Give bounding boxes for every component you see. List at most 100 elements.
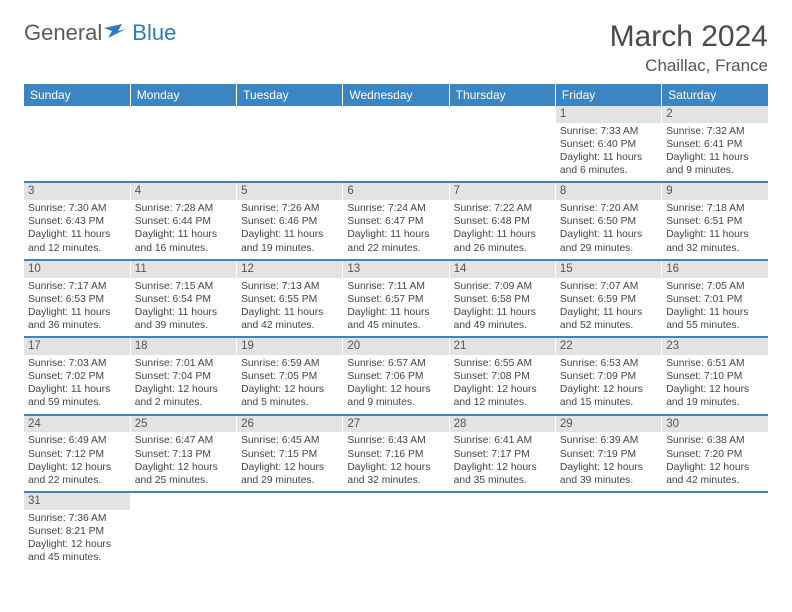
day-number: 29: [556, 416, 661, 433]
day-info: Sunrise: 7:03 AMSunset: 7:02 PMDaylight:…: [28, 357, 126, 410]
calendar-cell: 31Sunrise: 7:36 AMSunset: 8:21 PMDayligh…: [24, 492, 130, 568]
day-number: 22: [556, 338, 661, 355]
calendar-cell: [343, 492, 449, 568]
calendar-cell: 30Sunrise: 6:38 AMSunset: 7:20 PMDayligh…: [662, 415, 768, 492]
day-info: Sunrise: 7:11 AMSunset: 6:57 PMDaylight:…: [347, 280, 444, 333]
month-title: March 2024: [610, 20, 768, 54]
day-number: 9: [662, 183, 768, 200]
calendar-cell: 23Sunrise: 6:51 AMSunset: 7:10 PMDayligh…: [662, 337, 768, 414]
calendar-row: 24Sunrise: 6:49 AMSunset: 7:12 PMDayligh…: [24, 415, 768, 492]
calendar-cell: 13 Sunrise: 7:11 AMSunset: 6:57 PMDayligh…: [343, 260, 449, 337]
weekday-header: Saturday: [662, 84, 768, 106]
day-number: 1: [556, 106, 661, 123]
day-info: Sunrise: 7:01 AMSunset: 7:04 PMDaylight:…: [135, 357, 232, 410]
calendar-cell: 15 Sunrise: 7:07 AMSunset: 6:59 PMDayligh…: [555, 260, 661, 337]
day-number: 27: [343, 416, 448, 433]
calendar-cell: [449, 492, 555, 568]
calendar-row: 3 Sunrise: 7:30 AMSunset: 6:43 PMDaylight…: [24, 182, 768, 259]
day-info: Sunrise: 7:17 AMSunset: 6:53 PMDaylight:…: [28, 280, 126, 333]
calendar-cell: 7 Sunrise: 7:22 AMSunset: 6:48 PMDaylight…: [449, 182, 555, 259]
day-info: Sunrise: 7:28 AMSunset: 6:44 PMDaylight:…: [135, 202, 232, 255]
calendar-row: 31Sunrise: 7:36 AMSunset: 8:21 PMDayligh…: [24, 492, 768, 568]
day-number: 4: [131, 183, 236, 200]
day-info: Sunrise: 7:18 AMSunset: 6:51 PMDaylight:…: [666, 202, 764, 255]
calendar-cell: 25Sunrise: 6:47 AMSunset: 7:13 PMDayligh…: [130, 415, 236, 492]
day-number: 7: [450, 183, 555, 200]
day-info: Sunrise: 7:09 AMSunset: 6:58 PMDaylight:…: [454, 280, 551, 333]
day-number: 14: [450, 261, 555, 278]
calendar-cell: 19Sunrise: 6:59 AMSunset: 7:05 PMDayligh…: [237, 337, 343, 414]
calendar-cell: [343, 106, 449, 182]
day-info: Sunrise: 6:59 AMSunset: 7:05 PMDaylight:…: [241, 357, 338, 410]
calendar-row: 10 Sunrise: 7:17 AMSunset: 6:53 PMDayligh…: [24, 260, 768, 337]
calendar-cell: 21 Sunrise: 6:55 AMSunset: 7:08 PMDayligh…: [449, 337, 555, 414]
day-info: Sunrise: 6:55 AMSunset: 7:08 PMDaylight:…: [454, 357, 551, 410]
day-number: 21: [450, 338, 555, 355]
calendar-cell: 20Sunrise: 6:57 AMSunset: 7:06 PMDayligh…: [343, 337, 449, 414]
day-number: 28: [450, 416, 555, 433]
day-number: 2: [662, 106, 768, 123]
weekday-header: Friday: [555, 84, 661, 106]
day-number: 13: [343, 261, 448, 278]
calendar-body: 1 Sunrise: 7:33 AMSunset: 6:40 PMDaylight…: [24, 106, 768, 568]
day-number: 23: [662, 338, 768, 355]
day-info: Sunrise: 6:49 AMSunset: 7:12 PMDaylight:…: [28, 434, 126, 487]
calendar-cell: 27Sunrise: 6:43 AMSunset: 7:16 PMDayligh…: [343, 415, 449, 492]
day-number: 16: [662, 261, 768, 278]
calendar-cell: 29Sunrise: 6:39 AMSunset: 7:19 PMDayligh…: [555, 415, 661, 492]
calendar-cell: [449, 106, 555, 182]
weekday-header: Sunday: [24, 84, 130, 106]
calendar-cell: 24Sunrise: 6:49 AMSunset: 7:12 PMDayligh…: [24, 415, 130, 492]
day-info: Sunrise: 6:39 AMSunset: 7:19 PMDaylight:…: [560, 434, 657, 487]
day-info: Sunrise: 6:43 AMSunset: 7:16 PMDaylight:…: [347, 434, 444, 487]
calendar-cell: 22Sunrise: 6:53 AMSunset: 7:09 PMDayligh…: [555, 337, 661, 414]
day-info: Sunrise: 7:22 AMSunset: 6:48 PMDaylight:…: [454, 202, 551, 255]
calendar-cell: 17 Sunrise: 7:03 AMSunset: 7:02 PMDayligh…: [24, 337, 130, 414]
day-info: Sunrise: 7:07 AMSunset: 6:59 PMDaylight:…: [560, 280, 657, 333]
calendar-cell: 11Sunrise: 7:15 AMSunset: 6:54 PMDayligh…: [130, 260, 236, 337]
day-number: 18: [131, 338, 236, 355]
calendar-cell: 16 Sunrise: 7:05 AMSunset: 7:01 PMDayligh…: [662, 260, 768, 337]
logo: General Blue: [24, 20, 176, 46]
title-block: March 2024 Chaillac, France: [610, 20, 768, 76]
weekday-header: Thursday: [449, 84, 555, 106]
weekday-header-row: Sunday Monday Tuesday Wednesday Thursday…: [24, 84, 768, 106]
day-info: Sunrise: 6:45 AMSunset: 7:15 PMDaylight:…: [241, 434, 338, 487]
calendar-cell: 5Sunrise: 7:26 AMSunset: 6:46 PMDaylight…: [237, 182, 343, 259]
day-number: 17: [24, 338, 130, 355]
day-info: Sunrise: 6:47 AMSunset: 7:13 PMDaylight:…: [135, 434, 232, 487]
calendar-row: 1 Sunrise: 7:33 AMSunset: 6:40 PMDaylight…: [24, 106, 768, 182]
day-number: 30: [662, 416, 768, 433]
day-info: Sunrise: 7:13 AMSunset: 6:55 PMDaylight:…: [241, 280, 338, 333]
day-number: 25: [131, 416, 236, 433]
day-info: Sunrise: 6:38 AMSunset: 7:20 PMDaylight:…: [666, 434, 764, 487]
weekday-header: Monday: [130, 84, 236, 106]
calendar-cell: [662, 492, 768, 568]
day-info: Sunrise: 7:05 AMSunset: 7:01 PMDaylight:…: [666, 280, 764, 333]
day-number: 24: [24, 416, 130, 433]
day-info: Sunrise: 7:32 AMSunset: 6:41 PMDaylight:…: [666, 125, 764, 178]
day-info: Sunrise: 7:30 AMSunset: 6:43 PMDaylight:…: [28, 202, 126, 255]
day-info: Sunrise: 6:57 AMSunset: 7:06 PMDaylight:…: [347, 357, 444, 410]
calendar-cell: 8Sunrise: 7:20 AMSunset: 6:50 PMDaylight…: [555, 182, 661, 259]
calendar-cell: [237, 106, 343, 182]
day-number: 3: [24, 183, 130, 200]
calendar-table: Sunday Monday Tuesday Wednesday Thursday…: [24, 84, 768, 568]
day-number: 10: [24, 261, 130, 278]
day-number: 11: [131, 261, 236, 278]
day-number: 26: [237, 416, 342, 433]
calendar-cell: 2 Sunrise: 7:32 AMSunset: 6:41 PMDaylight…: [662, 106, 768, 182]
day-info: Sunrise: 6:41 AMSunset: 7:17 PMDaylight:…: [454, 434, 551, 487]
day-number: 6: [343, 183, 448, 200]
day-info: Sunrise: 7:20 AMSunset: 6:50 PMDaylight:…: [560, 202, 657, 255]
calendar-cell: 9 Sunrise: 7:18 AMSunset: 6:51 PMDaylight…: [662, 182, 768, 259]
day-info: Sunrise: 7:24 AMSunset: 6:47 PMDaylight:…: [347, 202, 444, 255]
calendar-cell: [130, 492, 236, 568]
logo-text-blue: Blue: [132, 20, 176, 46]
header: General Blue March 2024 Chaillac, France: [24, 20, 768, 76]
calendar-cell: 12Sunrise: 7:13 AMSunset: 6:55 PMDayligh…: [237, 260, 343, 337]
weekday-header: Tuesday: [237, 84, 343, 106]
day-number: 15: [556, 261, 661, 278]
day-info: Sunrise: 7:33 AMSunset: 6:40 PMDaylight:…: [560, 125, 657, 178]
day-info: Sunrise: 7:36 AMSunset: 8:21 PMDaylight:…: [28, 512, 126, 565]
